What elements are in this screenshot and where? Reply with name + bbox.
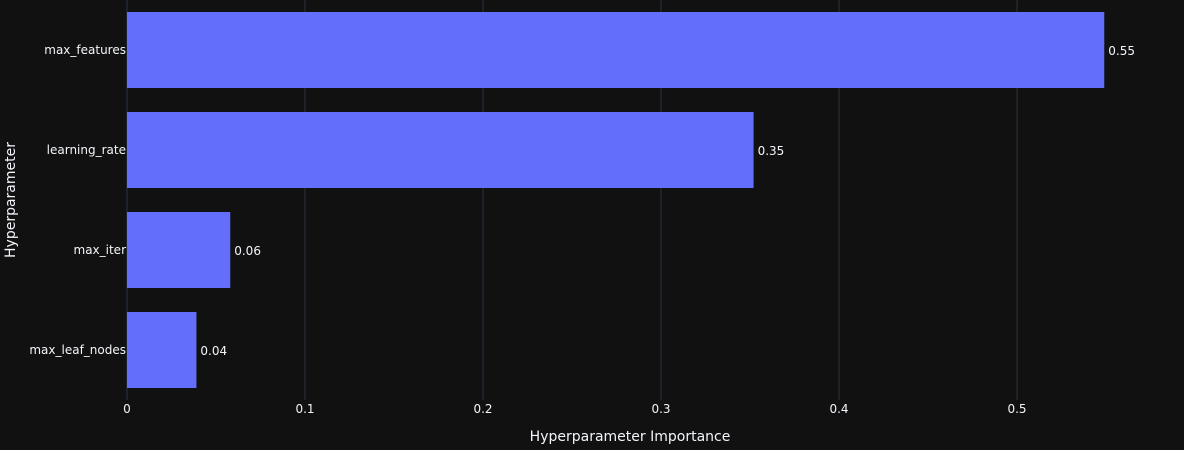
bar-max-iter <box>127 212 231 288</box>
bar-max-features <box>127 12 1105 88</box>
y-tick-label: max_features <box>44 43 126 57</box>
data-label: 0.04 <box>200 344 227 358</box>
bar-layer <box>127 12 1105 388</box>
bar-learning-rate <box>127 112 754 188</box>
label-layer: 0 0.1 0.2 0.3 0.4 0.5 max_features 0.55 learning… <box>29 43 1135 416</box>
x-tick-label: 0.5 <box>1007 402 1026 416</box>
x-tick-label: 0.1 <box>295 402 314 416</box>
data-label: 0.06 <box>234 244 261 258</box>
bar-max-leaf-nodes <box>127 312 197 388</box>
x-tick-label: 0.4 <box>829 402 848 416</box>
data-label: 0.55 <box>1108 44 1135 58</box>
data-label: 0.35 <box>758 144 785 158</box>
y-tick-label: learning_rate <box>47 143 126 157</box>
y-tick-label: max_leaf_nodes <box>29 343 126 357</box>
x-tick-label: 0 <box>123 402 131 416</box>
y-axis-title: Hyperparameter <box>3 142 19 258</box>
x-tick-label: 0.3 <box>651 402 670 416</box>
x-tick-label: 0.2 <box>473 402 492 416</box>
x-axis-title: Hyperparameter Importance <box>530 429 731 445</box>
y-tick-label: max_iter <box>74 243 127 257</box>
